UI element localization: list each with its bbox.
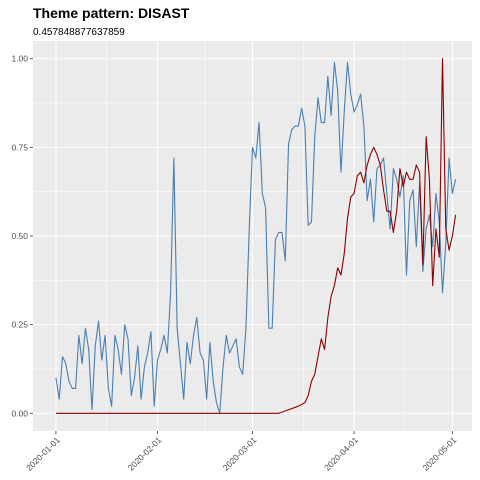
x-tick-label: 2020-02-01 [126, 435, 164, 473]
y-axis: 0.00 0.25 0.50 0.75 1.00 [11, 54, 33, 418]
x-tick-label: 2020-04-01 [322, 435, 360, 473]
chart-subtitle: 0.457848877637859 [33, 27, 125, 38]
y-tick-label: 0.25 [11, 320, 28, 330]
y-tick-label: 0.00 [11, 408, 28, 418]
x-tick-label: 2020-05-01 [420, 435, 458, 473]
x-tick-label: 2020-01-01 [24, 435, 62, 473]
series-line-2 [55, 58, 457, 414]
series-layer [55, 58, 457, 414]
chart-title: Theme pattern: DISAST [33, 5, 190, 21]
y-tick-label: 0.75 [11, 142, 28, 152]
y-tick-label: 0.50 [11, 231, 28, 241]
y-tick-label: 1.00 [11, 54, 28, 64]
series-line-1 [55, 61, 457, 414]
x-axis: 2020-01-01 2020-02-01 2020-03-01 2020-04-01… [24, 431, 458, 473]
x-tick-label: 2020-03-01 [221, 435, 259, 473]
